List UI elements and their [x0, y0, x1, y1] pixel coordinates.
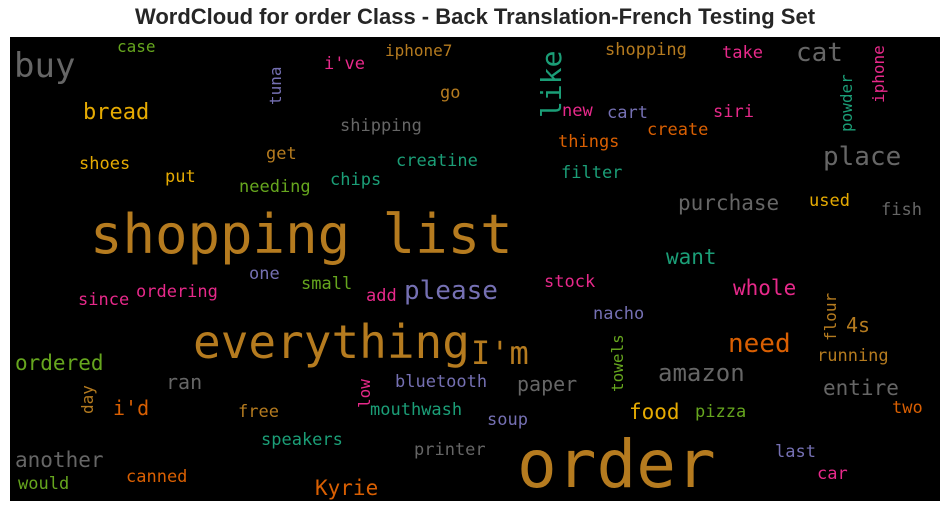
word-shopping-list: shopping list: [90, 203, 513, 266]
word-one: one: [249, 264, 280, 284]
word-paper: paper: [517, 372, 577, 396]
word-nacho: nacho: [593, 304, 644, 324]
word-ordering: ordering: [136, 282, 218, 302]
word-take: take: [722, 43, 763, 63]
word-go: go: [440, 83, 460, 103]
word-siri: siri: [713, 102, 754, 122]
word-order: order: [517, 426, 716, 501]
wordcloud-svg: order shopping list everything I'm buy cat lik…: [14, 37, 923, 501]
word-purchase: purchase: [678, 191, 779, 215]
word-fish: fish: [881, 200, 922, 220]
word-tuna: tuna: [266, 66, 285, 105]
word-since: since: [78, 290, 129, 310]
word-canned: canned: [126, 467, 187, 487]
word-please: please: [404, 276, 498, 306]
word-new: new: [562, 101, 593, 121]
word-soup: soup: [487, 410, 528, 430]
word-printer: printer: [414, 440, 486, 460]
word-whole: whole: [733, 276, 796, 300]
word-pizza: pizza: [695, 402, 746, 422]
chart-title: WordCloud for order Class - Back Transla…: [134, 4, 816, 29]
word-food: food: [629, 400, 680, 424]
word-powder: powder: [837, 74, 856, 132]
word-two: two: [892, 398, 923, 418]
word-running: running: [817, 346, 889, 366]
word-iphone7: iphone7: [385, 41, 452, 60]
word-last: last: [775, 442, 816, 462]
word-buy: buy: [14, 46, 75, 86]
word-would: would: [18, 474, 69, 494]
word-kyrie: Kyrie: [315, 476, 378, 500]
word-towels: towels: [608, 334, 627, 392]
word-shoes: shoes: [79, 154, 130, 174]
word-filter: filter: [561, 163, 622, 183]
word-stock: stock: [544, 272, 595, 292]
word-chips: chips: [330, 170, 381, 190]
word-place: place: [823, 142, 901, 172]
word-ran: ran: [166, 370, 202, 394]
word-i-m: I'm: [471, 334, 529, 372]
word-iphone: iphone: [869, 45, 888, 103]
word-everything: everything: [193, 315, 470, 369]
word-like: like: [535, 51, 568, 118]
word-needing: needing: [239, 177, 311, 197]
word-creatine: creatine: [396, 151, 478, 171]
word-used: used: [809, 191, 850, 211]
word-cat: cat: [796, 38, 843, 68]
word-shopping: shopping: [605, 40, 687, 60]
word-small: small: [301, 274, 352, 294]
wordcloud-canvas: order shopping list everything I'm buy cat lik…: [10, 37, 940, 501]
word-bluetooth: bluetooth: [395, 372, 487, 392]
word-car: car: [817, 464, 848, 484]
word-get: get: [266, 144, 297, 164]
word-i-ve: i've: [324, 54, 365, 74]
word-create: create: [647, 120, 708, 140]
word-another: another: [15, 448, 104, 472]
word-free: free: [238, 402, 279, 422]
word-want: want: [666, 245, 717, 269]
word-cart: cart: [607, 103, 648, 123]
word-case: case: [117, 37, 156, 56]
word-mouthwash: mouthwash: [370, 400, 462, 420]
word-put: put: [165, 167, 196, 187]
word-bread: bread: [83, 100, 149, 125]
word-day: day: [78, 385, 97, 414]
word-low: low: [355, 379, 374, 408]
word-need: need: [728, 329, 791, 359]
word-amazon: amazon: [658, 359, 745, 387]
word-4s: 4s: [846, 313, 870, 337]
word-things: things: [558, 132, 619, 152]
word-shipping: shipping: [340, 116, 422, 136]
word-add: add: [366, 286, 397, 306]
word-i-d: i'd: [113, 396, 149, 420]
word-speakers: speakers: [261, 430, 343, 450]
word-flour: flour: [821, 292, 840, 341]
word-entire: entire: [823, 376, 899, 400]
word-ordered: ordered: [15, 351, 104, 375]
